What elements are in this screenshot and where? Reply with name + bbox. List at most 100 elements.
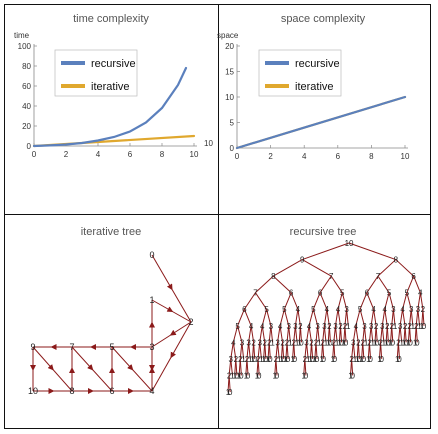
rec-node-label: 1 <box>308 355 313 364</box>
rec-edge <box>317 325 320 343</box>
rec-node-label: 3 <box>275 338 280 347</box>
rec-edge <box>257 358 260 376</box>
rec-edge <box>293 325 296 343</box>
time-y-tick-label: 80 <box>22 62 31 71</box>
rec-node-label: 4 <box>260 322 265 331</box>
rec-edge <box>330 275 343 293</box>
rec-edge <box>255 275 274 294</box>
rec-node-label: 7 <box>253 289 258 298</box>
rec-edge <box>351 358 354 376</box>
rec-edge <box>275 358 278 376</box>
rec-edge <box>239 358 242 376</box>
rec-edge <box>290 292 299 310</box>
rec-node-label: 1 <box>248 355 253 364</box>
rec-node-label: 1 <box>373 338 378 347</box>
rec-node-label: 2 <box>274 355 279 364</box>
rec-edge <box>237 325 243 343</box>
rec-node-label: 1 <box>313 355 318 364</box>
rec-node-label: 5 <box>358 305 363 314</box>
time-y-tick-label: 100 <box>18 42 32 51</box>
rec-node-label: 0 <box>315 355 320 364</box>
rec-node-label: 1 <box>359 355 364 364</box>
rec-node-label: 1 <box>266 355 271 364</box>
rec-node-label: 4 <box>418 289 423 298</box>
time-x-tick-label: 8 <box>160 150 165 159</box>
rec-edge <box>259 325 263 343</box>
rec-node-label: 0 <box>228 388 233 397</box>
rec-node-label: 4 <box>307 322 312 331</box>
rec-node-label: 0 <box>368 355 373 364</box>
rec-edge <box>339 325 343 343</box>
rec-node-label: 4 <box>296 305 301 314</box>
rec-edge <box>417 292 421 310</box>
rec-edge <box>308 325 313 343</box>
rec-node-label: 6 <box>242 305 247 314</box>
rec-edge <box>235 358 238 376</box>
rec-node-label: 0 <box>310 355 315 364</box>
rec-node-label: 1 <box>348 371 353 380</box>
iter-node-label: 4 <box>149 386 154 396</box>
rec-edge <box>323 325 327 343</box>
rec-edge <box>391 309 394 326</box>
rec-node-label: 1 <box>346 322 351 331</box>
rec-edge <box>384 309 388 326</box>
rec-edge <box>357 342 360 359</box>
rec-edge <box>415 325 418 343</box>
iterative-graph: 0 1 2 3 4 5 6 7 8 9 10 <box>28 250 194 396</box>
rec-node-label: 8 <box>271 272 276 281</box>
rec-edge <box>377 259 397 277</box>
rec-edge <box>344 309 348 326</box>
rec-edge <box>337 309 341 326</box>
time-series-recursive <box>32 66 188 148</box>
rec-edge <box>337 292 343 310</box>
rec-node-label: 3 <box>398 322 403 331</box>
rec-node-label: 3 <box>380 322 385 331</box>
rec-node-label: 3 <box>369 322 374 331</box>
rec-edge <box>243 309 252 326</box>
rec-node-label: 3 <box>293 322 298 331</box>
rec-node-label: 1 <box>406 338 411 347</box>
iterative-tree-title: iterative tree <box>81 226 142 238</box>
rec-edge <box>323 309 328 326</box>
time-legend-label-iterative: iterative <box>91 81 130 93</box>
rec-edge <box>230 358 233 376</box>
rec-node-label: 3 <box>362 322 367 331</box>
rec-node-label: 1 <box>377 355 382 364</box>
rec-edge <box>415 309 419 326</box>
space-x-tick-label: 2 <box>268 152 273 161</box>
time-y-tick-label: 40 <box>22 102 31 111</box>
rec-node-label: 5 <box>405 289 410 298</box>
rec-node-label: 3 <box>333 322 338 331</box>
rec-edge <box>352 325 357 343</box>
rec-node-label: 2 <box>267 338 272 347</box>
rec-edge <box>248 342 251 359</box>
rec-node-label: 7 <box>329 272 334 281</box>
rec-edge <box>406 292 412 310</box>
rec-node-label: 3 <box>246 338 251 347</box>
rec-node-label: 2 <box>332 338 337 347</box>
time-y-tick-label: 0 <box>27 142 32 151</box>
rec-node-label: 2 <box>314 338 319 347</box>
rec-node-label: 0 <box>422 322 427 331</box>
rec-node-label: 2 <box>385 322 390 331</box>
rec-edge <box>294 309 299 326</box>
rec-edge <box>366 292 375 310</box>
rec-edge <box>264 342 267 359</box>
rec-edge <box>319 292 328 310</box>
rec-edge <box>266 309 272 326</box>
rec-edge <box>355 325 359 343</box>
rec-node-label: 3 <box>344 305 349 314</box>
rec-edge <box>377 275 390 293</box>
rec-edge <box>422 309 425 326</box>
rec-node-label: 1 <box>319 355 324 364</box>
rec-edge <box>277 342 280 359</box>
rec-edge <box>346 309 349 326</box>
rec-node-label: 0 <box>299 338 304 347</box>
rec-node-label: 1 <box>297 338 302 347</box>
rec-node-label: 1 <box>393 322 398 331</box>
rec-edge <box>302 242 350 261</box>
rec-node-label: 0 <box>275 371 280 380</box>
rec-edge <box>397 325 401 343</box>
rec-edge <box>359 309 365 326</box>
